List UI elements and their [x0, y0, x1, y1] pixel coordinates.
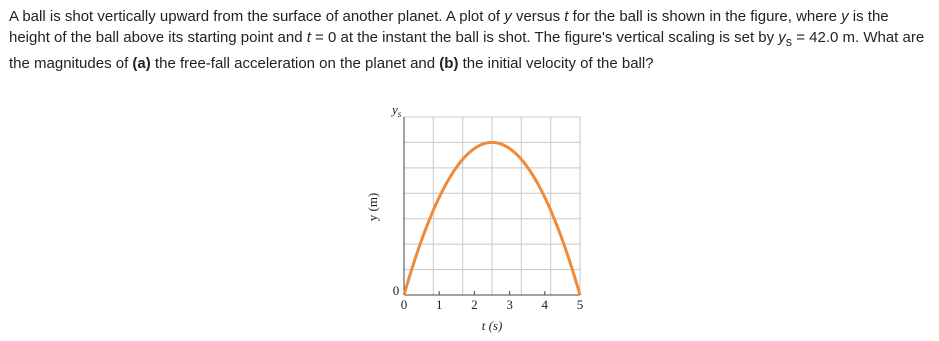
text: the free-fall acceleration on the planet…: [150, 55, 440, 72]
var: y: [504, 8, 512, 25]
text: A ball is shot vertically upward from th…: [9, 8, 505, 25]
x-tick-label: 0: [401, 297, 408, 312]
var: t: [564, 8, 569, 25]
x-tick-label: 5: [577, 297, 584, 312]
y-top-label: ys: [390, 102, 402, 119]
text: the initial velocity of the ball?: [458, 55, 654, 72]
subscript: s: [785, 35, 793, 49]
trajectory-curve: [402, 140, 582, 296]
text: = 42.0 m. What are the magnitudes of: [9, 29, 925, 72]
text: for the ball is shown in the figure, whe…: [568, 8, 842, 25]
y-zero-label: 0: [393, 283, 400, 298]
part-label: (b): [439, 55, 459, 72]
x-tick-label: 3: [506, 297, 513, 312]
text: = 0 at the instant the ball is shot. The…: [310, 29, 779, 46]
y-top-sub: s: [398, 109, 402, 119]
var: y: [841, 8, 849, 25]
text: versus: [511, 8, 565, 25]
x-tick-label: 4: [542, 297, 549, 312]
part-label: (a): [132, 55, 151, 72]
text: is the height of the ball above its star…: [9, 8, 889, 46]
question: A ball is shot vertically upward from th…: [9, 6, 931, 74]
y-top-var: y: [390, 102, 398, 117]
var: y: [778, 29, 786, 46]
x-axis-label: t (s): [482, 318, 503, 333]
y-axis-label: y (m): [365, 193, 380, 222]
var: t: [306, 29, 311, 46]
x-tick-label: 1: [436, 297, 443, 312]
x-tick-label: 2: [471, 297, 478, 312]
